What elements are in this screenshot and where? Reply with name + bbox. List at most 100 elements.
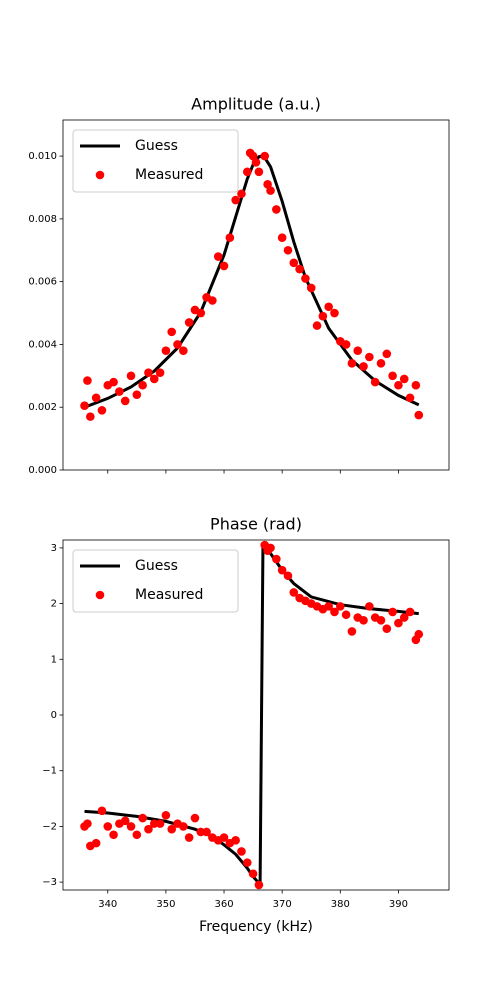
measured-point [277, 233, 287, 243]
measured-point [167, 824, 177, 834]
y-tick-label: −1 [42, 766, 57, 777]
measured-point [324, 602, 333, 611]
measured-point [237, 847, 246, 856]
measured-point [196, 308, 206, 318]
measured-point [190, 813, 200, 823]
measured-point [306, 283, 316, 293]
measured-point [414, 629, 424, 639]
measured-point [132, 830, 142, 840]
measured-point [388, 607, 397, 617]
measured-point [231, 195, 240, 205]
measured-point [144, 368, 153, 377]
measured-point [120, 816, 130, 826]
legend-label: Measured [135, 587, 203, 603]
measured-point [208, 296, 217, 305]
y-tick-label: 0 [51, 710, 57, 721]
chart-title: Amplitude (a.u.) [191, 95, 321, 114]
measured-point [138, 813, 147, 823]
measured-point [277, 565, 287, 575]
measured-point [359, 616, 368, 625]
measured-point [91, 838, 101, 848]
measured-point [347, 627, 357, 636]
measured-point [126, 822, 136, 831]
measured-point [365, 352, 374, 362]
measured-point [295, 264, 304, 274]
legend-label: Measured [135, 167, 203, 183]
measured-point [266, 543, 275, 553]
measured-point [283, 571, 293, 581]
measured-point [179, 822, 188, 831]
measured-point [179, 346, 188, 356]
measured-point [324, 302, 333, 312]
measured-point [225, 233, 235, 243]
chart-title: Phase (rad) [210, 515, 302, 534]
measured-point [184, 318, 194, 327]
x-tick-label: 350 [156, 899, 175, 910]
x-tick-label: 340 [98, 899, 117, 910]
measured-point [97, 406, 107, 415]
y-tick-label: −3 [42, 877, 57, 888]
measured-point [330, 607, 339, 617]
measured-point [405, 393, 415, 403]
x-tick-label: 370 [273, 899, 292, 910]
x-tick-label: 390 [389, 899, 408, 910]
measured-point [341, 610, 351, 620]
measured-point [341, 340, 351, 349]
measured-point [83, 376, 92, 385]
measured-point [202, 827, 211, 837]
measured-point [173, 340, 182, 349]
measured-point [394, 380, 403, 390]
measured-point [161, 346, 171, 356]
measured-point [248, 869, 258, 879]
measured-point [219, 833, 229, 842]
measured-point [312, 321, 322, 330]
measured-point [155, 819, 165, 828]
y-tick-label: 3 [51, 543, 57, 554]
measured-point [272, 205, 281, 214]
measured-point [283, 245, 293, 255]
measured-point [318, 311, 328, 321]
y-tick-label: 1 [51, 654, 57, 665]
measured-point [242, 167, 252, 177]
measured-point [382, 624, 392, 633]
y-tick-label: −2 [42, 821, 57, 832]
legend-label: Guess [135, 558, 178, 574]
axes-frame [62, 539, 450, 891]
measured-point [330, 308, 339, 318]
measured-point [80, 401, 89, 410]
measured-point [155, 368, 165, 377]
measured-point [126, 371, 136, 381]
measured-point [109, 830, 118, 840]
measured-point [184, 833, 194, 842]
legend-marker [95, 170, 105, 180]
measured-point [149, 374, 159, 384]
measured-point [399, 613, 409, 622]
measured-point [138, 380, 147, 390]
measured-point [347, 358, 357, 368]
measured-point [115, 387, 124, 396]
measured-point [394, 618, 403, 628]
measured-point [382, 349, 392, 359]
measured-point [254, 167, 264, 177]
measured-point [120, 396, 130, 406]
measured-point [231, 836, 240, 845]
measured-point [301, 274, 310, 283]
y-tick-label: 0.006 [28, 277, 57, 288]
measured-point [353, 346, 363, 356]
measured-point [83, 819, 92, 828]
measured-point [103, 822, 113, 831]
legend-label: Guess [135, 138, 178, 154]
legend-marker [95, 590, 105, 600]
measured-point [370, 377, 380, 387]
measured-point [376, 616, 386, 625]
measured-point [144, 824, 153, 834]
measured-point [254, 880, 264, 890]
x-tick-label: 360 [214, 899, 233, 910]
y-tick-label: 0.004 [28, 339, 57, 350]
measured-point [91, 393, 101, 403]
measured-point [109, 377, 118, 387]
measured-point [388, 371, 397, 381]
measured-point [237, 189, 246, 199]
measured-point [359, 362, 368, 371]
